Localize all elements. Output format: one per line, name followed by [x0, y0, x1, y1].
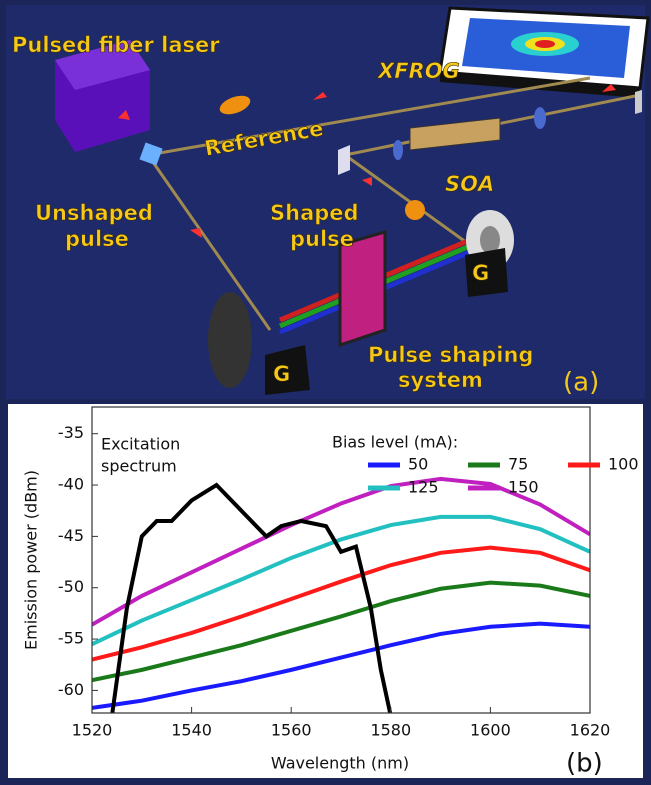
y-tick-label: -55 — [58, 629, 84, 648]
annotation: spectrum — [101, 457, 177, 476]
label: SOA — [445, 172, 494, 196]
x-tick-label: 1620 — [570, 721, 611, 740]
legend-label: 150 — [508, 478, 539, 497]
x-axis-title: Wavelength (nm) — [271, 754, 409, 773]
x-tick-label: 1600 — [470, 721, 511, 740]
legend-label: 125 — [408, 478, 439, 497]
grating-label: G — [273, 362, 290, 386]
label: XFROG — [376, 59, 460, 83]
legend-label: 50 — [408, 455, 428, 474]
annotation: Excitation — [101, 435, 180, 454]
x-tick-label: 1580 — [370, 721, 411, 740]
legend-title: Bias level (mA): — [332, 433, 458, 452]
label: system — [398, 368, 483, 392]
y-axis-title: Emission power (dBm) — [22, 470, 41, 650]
figure: Pulsed fiber laser XFROG Reference Unsha… — [0, 0, 651, 785]
panel-label: (b) — [566, 749, 603, 779]
label: Pulse shaping — [368, 343, 533, 367]
label: Unshaped — [35, 201, 153, 225]
label: pulse — [65, 227, 129, 251]
x-tick-label: 1540 — [171, 721, 212, 740]
y-tick-label: -40 — [58, 475, 84, 494]
x-tick-label: 1560 — [271, 721, 312, 740]
y-tick-label: -60 — [58, 680, 84, 699]
legend-label: 75 — [508, 455, 528, 474]
y-tick-label: -35 — [58, 423, 84, 442]
label: Shaped — [270, 201, 359, 225]
y-tick-label: -50 — [58, 577, 84, 596]
grating-label: G — [472, 261, 489, 285]
legend-label: 100 — [608, 455, 639, 474]
panel-label: (a) — [563, 368, 599, 398]
label: pulse — [290, 227, 354, 251]
label: Pulsed fiber laser — [12, 33, 220, 57]
x-tick-label: 1520 — [72, 721, 113, 740]
y-tick-label: -45 — [58, 526, 84, 545]
